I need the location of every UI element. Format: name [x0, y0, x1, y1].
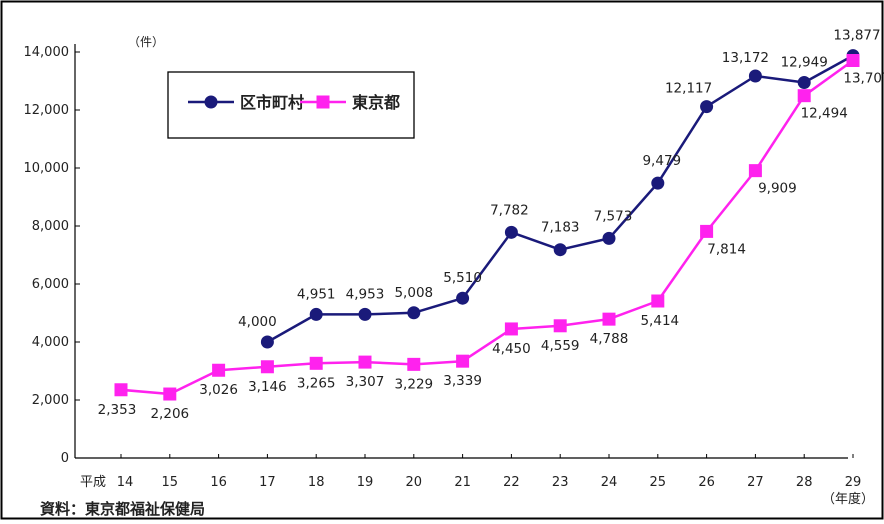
x-tick-label: 28: [796, 475, 813, 490]
data-label: 2,353: [98, 402, 137, 418]
data-label: 9,909: [758, 181, 797, 197]
data-label: 3,229: [394, 376, 433, 392]
x-tick-label: 21: [454, 475, 471, 490]
legend-label: 区市町村: [240, 93, 304, 112]
data-label: 12,949: [781, 54, 828, 70]
x-tick-label: 14: [117, 475, 134, 490]
data-point-circle: [260, 335, 274, 349]
data-point-square: [553, 319, 567, 333]
data-label: 3,339: [443, 373, 482, 389]
data-point-square: [748, 164, 762, 178]
data-point-square: [651, 294, 665, 308]
y-unit-label: （件）: [128, 35, 164, 49]
series-line-1: [120, 59, 854, 396]
data-point-square: [846, 53, 860, 67]
data-point-circle: [504, 225, 518, 239]
data-label: 13,877: [833, 28, 880, 44]
data-point-circle: [553, 243, 567, 257]
x-tick-label: 29: [845, 475, 862, 490]
data-label: 5,008: [394, 285, 433, 301]
data-label: 2,206: [150, 406, 189, 422]
source-note: 資料：東京都福祉保健局: [40, 500, 205, 518]
data-point-square: [504, 322, 518, 336]
data-point-square: [260, 360, 274, 374]
x-tick-label: 15: [162, 475, 179, 490]
data-point-circle: [748, 69, 762, 83]
y-tick-label: 4,000: [32, 335, 69, 350]
data-label: 3,307: [346, 374, 385, 390]
data-point-circle: [407, 306, 421, 320]
axes: 0 2,000 4,000 6,000 8,000 10,000 12,000 14,000 1…: [24, 44, 862, 490]
data-point-circle: [797, 75, 811, 89]
data-labels-layer: 4,000 4,951 4,953 5,008 5,510 7,782 7,183 7,573…: [98, 28, 884, 422]
data-point-circle: [651, 176, 665, 190]
y-tick-label: 2,000: [32, 393, 69, 408]
x-tick-label: 19: [357, 475, 374, 490]
data-point-square: [309, 356, 323, 370]
data-point-square: [114, 383, 128, 397]
data-label: 12,494: [801, 106, 848, 122]
legend-marker: [204, 95, 218, 109]
data-point-square: [407, 357, 421, 371]
x-tick-label: 16: [210, 475, 227, 490]
data-label: 3,026: [199, 382, 238, 398]
data-point-circle: [700, 100, 714, 114]
data-label: 3,146: [248, 379, 287, 395]
x-tick-label: 20: [406, 475, 423, 490]
x-tick-label: 23: [552, 475, 569, 490]
x-unit-label: （年度）: [822, 491, 874, 507]
data-point-circle: [358, 307, 372, 321]
y-tick-label: 0: [61, 451, 69, 466]
data-label: 13,707: [843, 70, 884, 86]
data-label: 3,265: [297, 375, 336, 391]
data-label: 4,953: [346, 286, 385, 302]
data-label: 5,414: [640, 313, 679, 329]
y-tick-label: 8,000: [32, 219, 69, 234]
x-tick-label: 25: [650, 475, 667, 490]
series-layer: [114, 49, 860, 401]
x-tick-label: 24: [601, 475, 618, 490]
data-label: 4,000: [238, 314, 277, 330]
data-label: 12,117: [665, 81, 712, 97]
y-tick-label: 6,000: [32, 277, 69, 292]
data-label: 4,450: [492, 341, 531, 357]
data-label: 4,951: [297, 286, 336, 302]
data-point-square: [163, 387, 177, 401]
data-point-square: [700, 224, 714, 238]
y-tick-label: 14,000: [24, 45, 70, 60]
x-tick-label: 18: [308, 475, 325, 490]
x-tick-label: 27: [747, 475, 764, 490]
data-label: 7,814: [707, 241, 746, 257]
legend-marker: [316, 95, 330, 109]
era-label: 平成: [80, 475, 106, 490]
data-point-square: [358, 355, 372, 369]
data-point-circle: [456, 291, 470, 305]
x-tick-label: 22: [503, 475, 520, 490]
data-label: 4,788: [590, 331, 629, 347]
x-tick-label: 26: [698, 475, 715, 490]
data-point-square: [212, 363, 226, 377]
data-label: 7,573: [594, 208, 633, 224]
data-point-square: [797, 89, 811, 103]
legend: 区市町村 東京都: [167, 71, 415, 139]
data-label: 7,183: [541, 220, 580, 236]
data-label: 7,782: [490, 202, 529, 218]
data-point-circle: [602, 231, 616, 245]
data-point-square: [456, 354, 470, 368]
y-tick-label: 10,000: [24, 161, 70, 176]
data-label: 9,479: [642, 153, 681, 169]
data-label: 13,172: [722, 50, 769, 66]
x-tick-label: 17: [259, 475, 276, 490]
data-label: 4,559: [541, 338, 580, 354]
data-label: 5,510: [443, 270, 482, 286]
legend-label: 東京都: [352, 93, 400, 112]
y-tick-label: 12,000: [24, 103, 70, 118]
data-point-square: [602, 312, 616, 326]
data-point-circle: [309, 307, 323, 321]
